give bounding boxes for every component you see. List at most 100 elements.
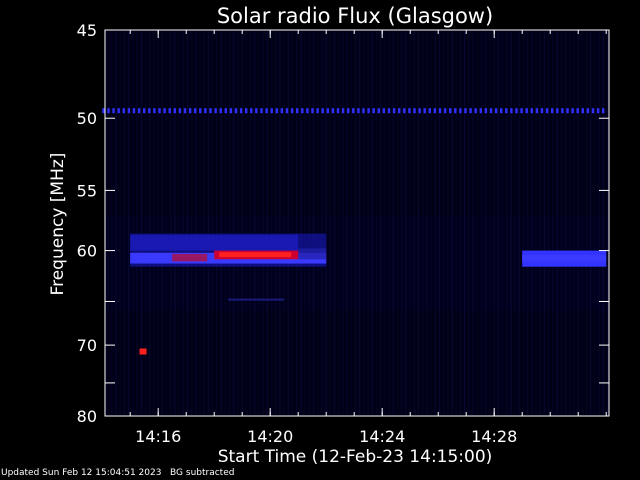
striation — [556, 32, 558, 414]
striation — [338, 32, 340, 414]
striation — [380, 32, 382, 414]
y-tick-label: 55 — [77, 181, 97, 200]
striation — [472, 32, 474, 414]
striation — [585, 32, 588, 414]
striation — [535, 32, 537, 414]
feature-continuous-interference-line-dash — [178, 108, 182, 114]
striation — [241, 32, 243, 414]
striation — [598, 32, 600, 414]
feature-continuous-interference-line-dash — [596, 108, 600, 114]
striation — [262, 32, 264, 414]
striation — [531, 32, 533, 414]
feature-continuous-interference-line-dash — [112, 108, 115, 114]
striation — [132, 32, 134, 414]
striation — [455, 32, 457, 414]
striation — [115, 32, 117, 414]
striation — [228, 32, 231, 414]
feature-continuous-interference-line-dash — [117, 108, 120, 114]
striation — [220, 32, 222, 414]
feature-continuous-interference-line-dash — [520, 108, 523, 114]
feature-continuous-interference-line-dash — [362, 108, 365, 114]
striation — [216, 32, 218, 414]
striation — [384, 32, 386, 414]
striation — [254, 32, 256, 414]
striation — [464, 32, 466, 414]
striation — [296, 32, 298, 414]
feature-continuous-interference-line-dash — [326, 108, 329, 114]
striation — [594, 32, 596, 414]
feature-continuous-interference-line-dash — [306, 108, 309, 114]
feature-continuous-interference-line-dash — [551, 108, 554, 114]
striation — [514, 32, 516, 414]
feature-continuous-interference-line-dash — [143, 108, 146, 114]
striation — [392, 32, 394, 414]
feature-continuous-interference-line-dash — [423, 108, 426, 114]
striation — [518, 32, 520, 414]
feature-continuous-interference-line-dash — [433, 108, 437, 114]
feature-continuous-interference-line-dash — [602, 108, 605, 114]
feature-band-emission-warm — [172, 253, 208, 262]
feature-continuous-interference-line-dash — [352, 108, 355, 114]
feature-continuous-interference-line-dash — [403, 108, 406, 114]
striation — [149, 32, 151, 414]
striation — [157, 32, 159, 414]
striation — [291, 32, 294, 414]
feature-continuous-interference-line-dash — [127, 108, 131, 114]
feature-continuous-interference-line-dash — [377, 108, 380, 114]
feature-continuous-interference-line-dash — [331, 108, 335, 114]
feature-band-emission-core — [522, 254, 607, 262]
feature-continuous-interference-line-dash — [336, 108, 340, 114]
feature-continuous-interference-line-dash — [535, 108, 539, 114]
feature-continuous-interference-line-dash — [489, 108, 493, 114]
feature-continuous-interference-line-dash — [311, 108, 314, 114]
striation — [573, 32, 575, 414]
striation — [186, 32, 189, 414]
feature-continuous-interference-line-dash — [122, 108, 125, 114]
striation — [270, 32, 273, 414]
striation — [258, 32, 260, 414]
striation — [354, 32, 357, 414]
striation — [501, 32, 504, 414]
feature-continuous-interference-line-dash — [398, 108, 401, 114]
striation — [493, 32, 495, 414]
feature-continuous-interference-line-dash — [290, 108, 294, 114]
feature-continuous-interference-line-dash — [576, 108, 579, 114]
feature-continuous-interference-line-dash — [296, 108, 299, 114]
feature-continuous-interference-line-dash — [239, 108, 243, 114]
striation — [212, 32, 214, 414]
feature-continuous-interference-line-dash — [219, 108, 222, 114]
y-tick-label: 60 — [77, 242, 97, 261]
feature-continuous-interference-line-dash — [408, 108, 411, 114]
feature-continuous-interference-line-dash — [183, 108, 187, 114]
feature-continuous-interference-line-dash — [204, 108, 207, 114]
feature-continuous-interference-line-dash — [556, 108, 559, 114]
feature-continuous-interference-line-dash — [418, 108, 421, 114]
feature-continuous-interference-line-dash — [438, 108, 442, 114]
striation — [564, 32, 567, 414]
striation — [577, 32, 579, 414]
feature-continuous-interference-line-dash — [494, 108, 498, 114]
feature-continuous-interference-line-dash — [260, 108, 263, 114]
striation — [195, 32, 197, 414]
striation — [510, 32, 512, 414]
chart-title: Solar radio Flux (Glasgow) — [217, 4, 493, 28]
feature-continuous-interference-line-dash — [137, 108, 141, 114]
striation — [539, 32, 541, 414]
feature-continuous-interference-line-dash — [321, 108, 324, 114]
feature-continuous-interference-line-dash — [566, 108, 569, 114]
striation — [447, 32, 449, 414]
striation — [237, 32, 239, 414]
feature-continuous-interference-line-dash — [199, 108, 202, 114]
x-tick-label: 14:16 — [135, 427, 181, 446]
feature-point-burst — [139, 348, 147, 355]
feature-continuous-interference-line-dash — [387, 108, 391, 114]
feature-continuous-interference-line-dash — [454, 108, 457, 114]
striation — [136, 32, 138, 414]
striation — [405, 32, 407, 414]
striation — [459, 32, 462, 414]
striation — [548, 32, 550, 414]
striation — [359, 32, 361, 414]
striation — [443, 32, 445, 414]
y-tick-label: 50 — [77, 109, 97, 128]
feature-continuous-interference-line-dash — [188, 108, 192, 114]
